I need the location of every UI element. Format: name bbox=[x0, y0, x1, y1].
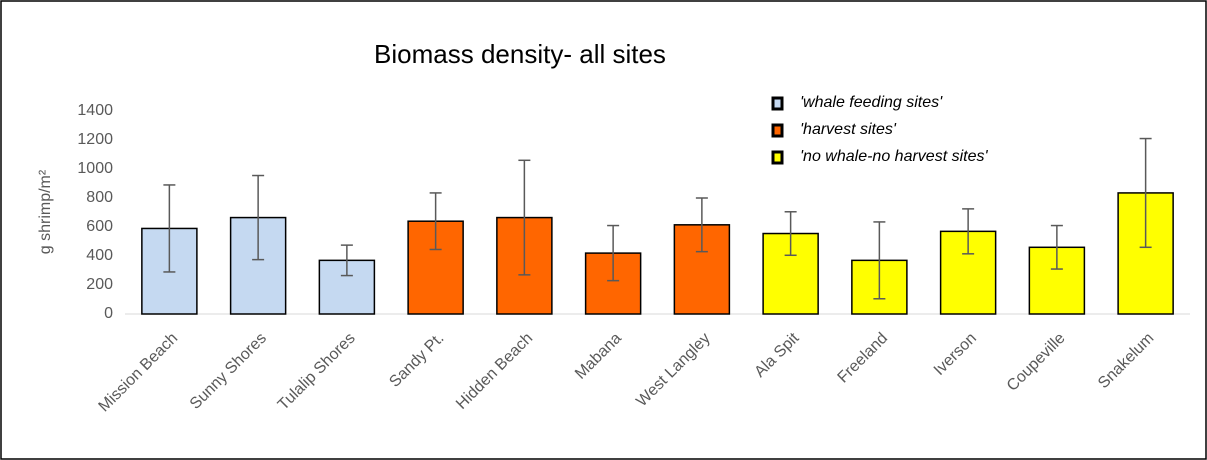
y-tick-label: 400 bbox=[86, 247, 113, 264]
y-tick-label: 1000 bbox=[77, 160, 113, 177]
legend-swatch bbox=[771, 150, 784, 165]
error-bar bbox=[607, 224, 620, 282]
error-bar bbox=[1139, 137, 1152, 249]
y-axis-label: g shrimp/m² bbox=[37, 169, 54, 254]
error-bar bbox=[962, 208, 975, 255]
legend-label: 'harvest sites' bbox=[800, 121, 897, 138]
error-bar bbox=[429, 192, 442, 251]
legend-label: 'no whale-no harvest sites' bbox=[800, 148, 988, 165]
error-bar bbox=[695, 197, 708, 253]
y-tick-label: 1200 bbox=[77, 131, 113, 148]
y-tick-label: 800 bbox=[86, 189, 113, 206]
error-bar bbox=[873, 221, 886, 300]
chart-title: Biomass density- all sites bbox=[374, 39, 666, 69]
error-bar bbox=[784, 211, 797, 257]
error-bar bbox=[518, 159, 531, 276]
y-tick-label: 600 bbox=[86, 218, 113, 235]
y-tick-label: 200 bbox=[86, 276, 113, 293]
legend-label: 'whale feeding sites' bbox=[800, 94, 943, 111]
error-bar bbox=[252, 174, 265, 261]
legend-swatch bbox=[771, 123, 784, 138]
error-bar bbox=[1050, 224, 1063, 270]
y-tick-label: 1400 bbox=[77, 102, 113, 119]
legend-swatch bbox=[771, 96, 784, 111]
error-bar bbox=[163, 184, 176, 273]
y-tick-label: 0 bbox=[104, 305, 113, 322]
error-bar bbox=[340, 244, 353, 277]
